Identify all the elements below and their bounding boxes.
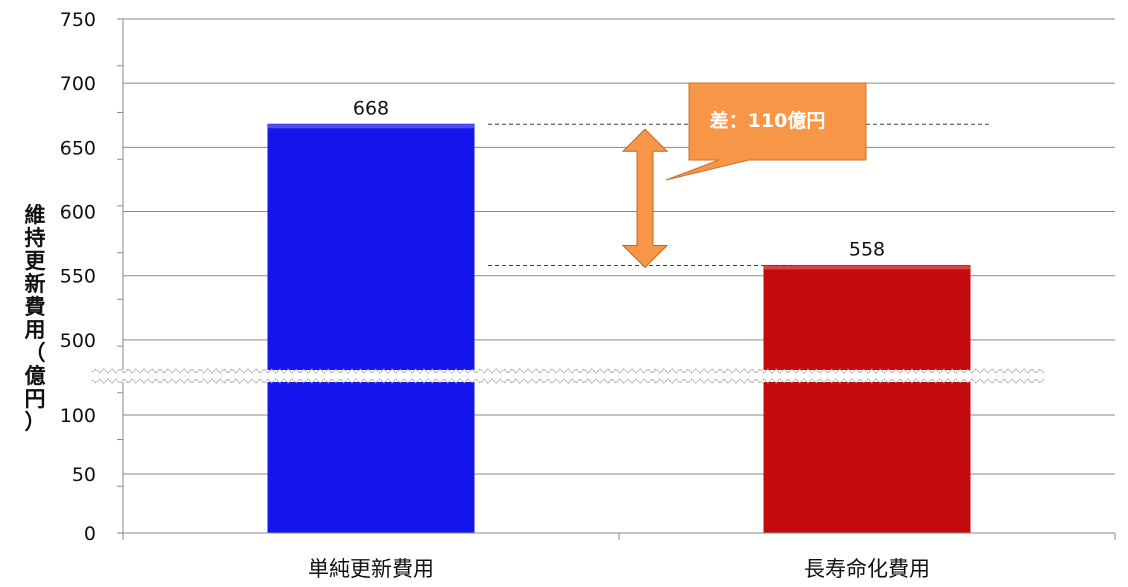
y-axis-title-char: 持 xyxy=(25,226,46,250)
y-axis-title-char: 円 xyxy=(25,387,46,411)
bar xyxy=(763,264,971,534)
y-tick-label: 0 xyxy=(84,523,96,545)
y-tick-labels: 0 50 100 500 550 600 650 700 750 xyxy=(60,9,96,545)
bar-highlight xyxy=(268,124,474,129)
category-label: 単純更新費用 xyxy=(308,557,434,581)
y-axis-title-char: 億 xyxy=(25,364,46,388)
y-axis-title-char: ） xyxy=(25,410,46,434)
y-tick-label: 500 xyxy=(60,330,96,352)
y-tick-label: 750 xyxy=(60,9,96,31)
y-tick-label: 650 xyxy=(60,137,96,159)
callout-label: 差：110億円 xyxy=(710,109,826,132)
data-label: 558 xyxy=(849,238,885,260)
axis-break xyxy=(91,368,1045,384)
y-axis-title-char: 費 xyxy=(25,295,46,319)
y-tick-label: 600 xyxy=(60,202,96,224)
break-edge-top xyxy=(91,368,1045,374)
data-labels: 668 558 xyxy=(353,97,885,260)
category-label: 長寿命化費用 xyxy=(804,557,930,581)
callout-box xyxy=(665,82,867,181)
y-tick-label: 700 xyxy=(60,73,96,95)
double-arrow-icon xyxy=(621,128,669,269)
bar-highlight xyxy=(764,265,970,270)
y-axis-title-char: 用 xyxy=(25,318,46,342)
difference-annotation: 差：110億円 xyxy=(488,82,992,269)
bar xyxy=(267,123,475,534)
y-tick-label: 100 xyxy=(60,405,96,427)
axes xyxy=(117,18,1116,540)
category-labels: 単純更新費用 長寿命化費用 xyxy=(308,557,930,581)
y-axis-title-char: 維 xyxy=(25,203,46,227)
break-edge-bottom xyxy=(91,378,1045,384)
y-tick-label: 50 xyxy=(72,464,96,486)
y-tick-label: 550 xyxy=(60,266,96,288)
data-label: 668 xyxy=(353,97,389,119)
y-axis-title-char: 更 xyxy=(25,249,47,273)
y-axis-title-char: 新 xyxy=(25,272,46,296)
bars xyxy=(267,123,971,534)
y-axis-title-char: （ xyxy=(25,341,46,365)
